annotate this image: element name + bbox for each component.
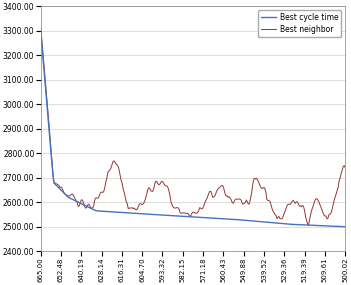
Best cycle time [40,41,44,44]
Best cycle time [314,224,319,227]
Best neighbor [295,200,299,203]
Best neighbor [343,166,347,170]
Best neighbor [220,184,224,187]
Best cycle time [219,217,223,220]
Best neighbor [225,194,229,198]
Best cycle time [225,217,229,221]
Best neighbor [219,184,223,188]
Best neighbor [40,36,44,40]
Best neighbor [316,198,320,201]
Best cycle time [295,223,299,226]
Line: Best neighbor: Best neighbor [41,26,345,225]
Best neighbor [306,223,311,227]
Best cycle time [343,225,347,229]
Best cycle time [220,217,224,220]
Line: Best cycle time: Best cycle time [41,31,345,227]
Best cycle time [39,29,43,32]
Best neighbor [39,25,43,28]
Legend: Best cycle time, Best neighbor: Best cycle time, Best neighbor [258,10,342,37]
